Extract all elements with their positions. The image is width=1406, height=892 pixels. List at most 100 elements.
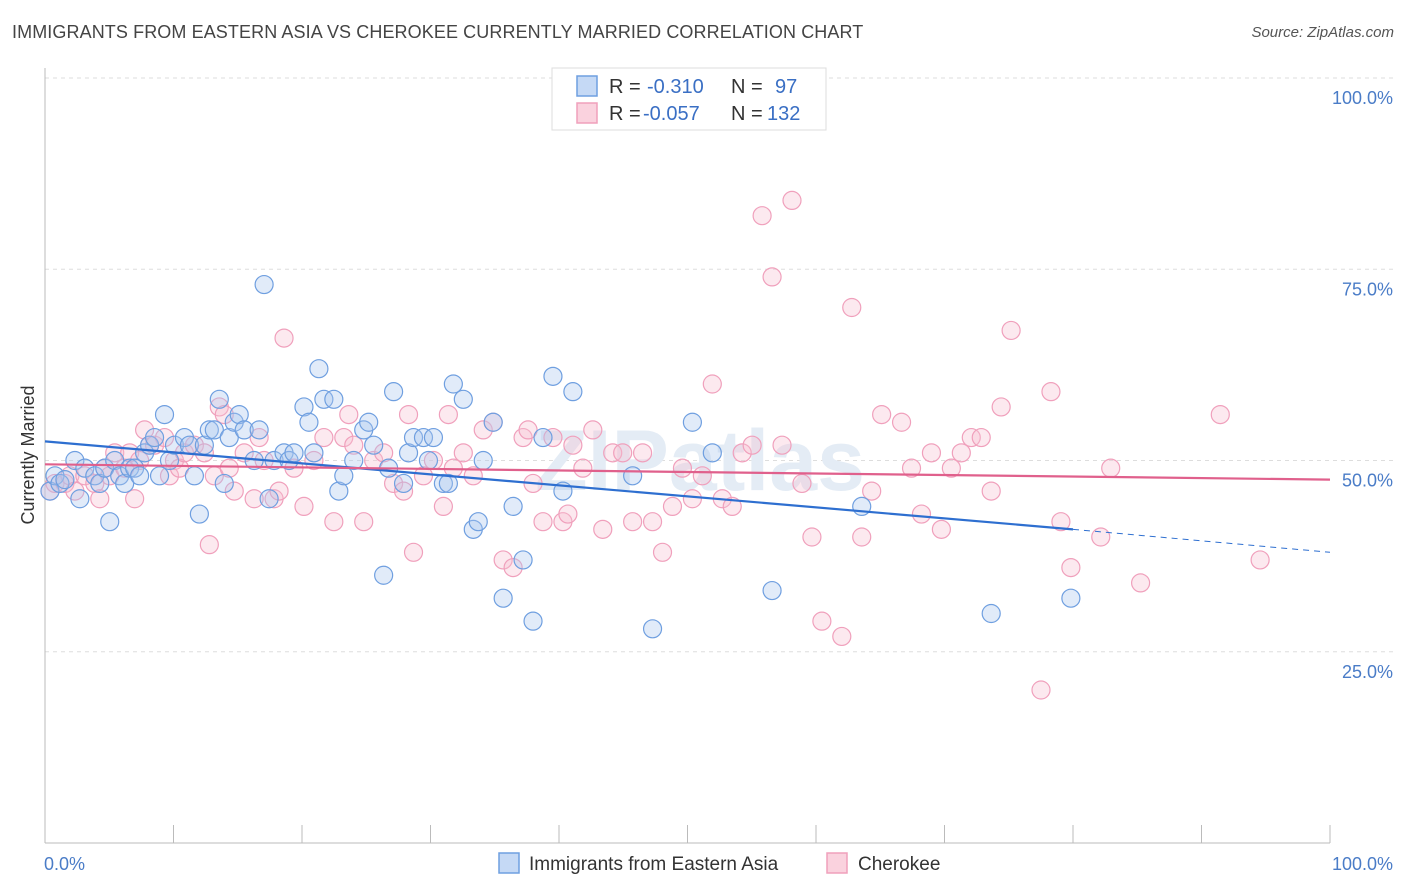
cherokee-point-100 bbox=[862, 481, 882, 501]
cherokee-point-58 bbox=[453, 443, 473, 463]
eastern-asia-point-89 bbox=[1061, 588, 1081, 608]
eastern-asia-point-73 bbox=[483, 412, 503, 432]
eastern-asia-point-64 bbox=[418, 450, 439, 471]
eastern-asia-point-77 bbox=[523, 611, 543, 631]
cherokee-point-56 bbox=[438, 405, 458, 425]
cherokee-point-73 bbox=[583, 420, 603, 440]
cherokee-point-83 bbox=[682, 489, 703, 509]
trend-line-eastern-asia-extension bbox=[1072, 528, 1331, 553]
cherokee-point-92 bbox=[772, 435, 792, 455]
cherokee-point-30 bbox=[224, 481, 244, 501]
eastern-asia-point-88 bbox=[981, 603, 1001, 624]
cherokee-point-105 bbox=[921, 443, 942, 463]
legend-r-label-1: R = bbox=[609, 76, 641, 98]
y-axis-label: Currently Married bbox=[18, 385, 38, 524]
cherokee-point-99 bbox=[852, 527, 872, 547]
eastern-asia-point-83 bbox=[642, 619, 663, 639]
eastern-asia-point-45 bbox=[294, 397, 314, 417]
eastern-asia-point-63 bbox=[413, 427, 434, 448]
legend-r-label-2: R = bbox=[609, 103, 641, 125]
y-tick-label-1: 75.0% bbox=[1342, 279, 1393, 299]
cherokee-point-24 bbox=[194, 443, 214, 463]
eastern-asia-point-69 bbox=[453, 389, 473, 409]
cherokee-point-101 bbox=[872, 405, 892, 425]
eastern-asia-point-85 bbox=[702, 443, 722, 463]
cherokee-point-25 bbox=[199, 535, 219, 555]
eastern-asia-point-57 bbox=[374, 565, 394, 585]
cherokee-point-98 bbox=[842, 297, 862, 318]
y-tick-label-3: 25.0% bbox=[1342, 662, 1393, 682]
legend-swatch-pink bbox=[576, 102, 598, 124]
eastern-asia-point-60 bbox=[393, 473, 414, 494]
eastern-asia-point-38 bbox=[249, 420, 269, 440]
cherokee-point-94 bbox=[792, 473, 812, 494]
cherokee-point-78 bbox=[632, 443, 653, 463]
cherokee-point-72 bbox=[573, 458, 593, 478]
cherokee-point-60 bbox=[473, 420, 493, 440]
series-eastern-asia-points bbox=[40, 274, 1081, 639]
cherokee-point-122 bbox=[1250, 550, 1270, 570]
eastern-asia-point-13 bbox=[115, 473, 135, 494]
eastern-asia-point-59 bbox=[384, 382, 404, 402]
eastern-asia-point-81 bbox=[563, 382, 583, 402]
legend-n-value-2: 132 bbox=[767, 103, 800, 125]
cherokee-point-121 bbox=[1210, 405, 1230, 425]
axes bbox=[44, 68, 1331, 844]
cherokee-point-43 bbox=[334, 427, 354, 448]
trend-lines bbox=[44, 440, 1331, 553]
cherokee-point-49 bbox=[384, 473, 404, 494]
trend-line-cherokee bbox=[44, 463, 1331, 481]
cherokee-point-28 bbox=[214, 405, 234, 425]
legend-n-value-1: 97 bbox=[775, 76, 797, 98]
cherokee-point-6 bbox=[85, 473, 105, 494]
cherokee-point-93 bbox=[782, 190, 802, 210]
cherokee-point-97 bbox=[832, 626, 852, 647]
cherokee-point-44 bbox=[339, 405, 359, 425]
cherokee-point-80 bbox=[652, 542, 673, 562]
x-tick-labels: 0.0% 100.0% bbox=[44, 854, 1393, 874]
eastern-asia-point-8 bbox=[90, 473, 110, 494]
eastern-asia-point-68 bbox=[443, 374, 463, 394]
cherokee-point-55 bbox=[433, 496, 453, 516]
cherokee-point-13 bbox=[125, 489, 145, 509]
cherokee-point-67 bbox=[533, 512, 553, 532]
cherokee-point-53 bbox=[413, 466, 434, 486]
cherokee-point-82 bbox=[672, 458, 693, 478]
cherokee-point-81 bbox=[662, 496, 683, 516]
cherokee-point-113 bbox=[1001, 320, 1021, 341]
eastern-asia-point-61 bbox=[398, 443, 419, 463]
eastern-asia-point-14 bbox=[120, 458, 140, 478]
cherokee-point-42 bbox=[324, 512, 344, 532]
eastern-asia-point-9 bbox=[95, 458, 115, 478]
cherokee-point-50 bbox=[393, 481, 414, 501]
legend-n-label-2: N = bbox=[731, 103, 763, 125]
cherokee-point-71 bbox=[563, 435, 583, 455]
cherokee-point-114 bbox=[1031, 680, 1051, 700]
cherokee-point-70 bbox=[558, 504, 578, 524]
eastern-asia-point-0 bbox=[40, 481, 60, 501]
eastern-asia-point-35 bbox=[229, 405, 249, 425]
cherokee-point-45 bbox=[344, 435, 364, 455]
eastern-asia-point-82 bbox=[623, 466, 643, 486]
cherokee-point-111 bbox=[981, 481, 1001, 501]
eastern-asia-point-53 bbox=[344, 450, 364, 471]
cherokee-point-119 bbox=[1101, 458, 1121, 478]
cherokee-point-59 bbox=[463, 466, 483, 486]
cherokee-point-51 bbox=[398, 405, 419, 425]
eastern-asia-point-50 bbox=[324, 389, 344, 409]
cherokee-point-76 bbox=[613, 443, 633, 463]
eastern-asia-point-84 bbox=[682, 412, 703, 432]
eastern-asia-point-44 bbox=[284, 443, 304, 463]
cherokee-point-74 bbox=[593, 519, 613, 539]
y-tick-labels: 100.0% 75.0% 50.0% 25.0% bbox=[1332, 88, 1393, 682]
eastern-asia-point-74 bbox=[493, 588, 513, 608]
eastern-asia-point-36 bbox=[234, 420, 254, 440]
eastern-asia-point-39 bbox=[254, 274, 274, 295]
cherokee-point-109 bbox=[961, 427, 981, 448]
cherokee-point-104 bbox=[911, 504, 932, 524]
eastern-asia-point-3 bbox=[55, 470, 75, 490]
cherokee-point-96 bbox=[812, 611, 832, 631]
cherokee-point-106 bbox=[931, 519, 952, 539]
series-legend: Immigrants from Eastern Asia Cherokee bbox=[498, 852, 940, 875]
cherokee-point-68 bbox=[543, 427, 563, 448]
